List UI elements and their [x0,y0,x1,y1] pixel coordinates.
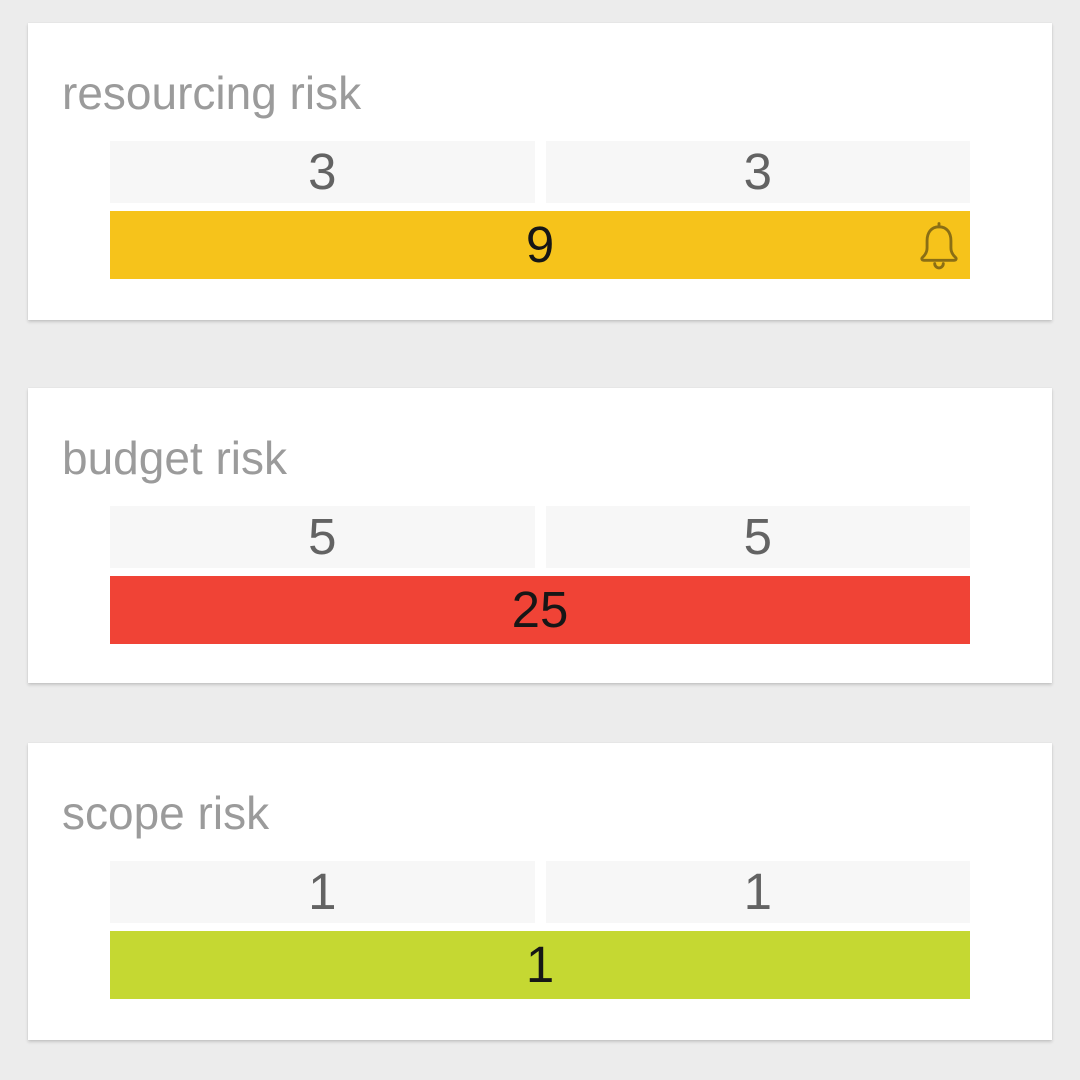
risk-value-cell[interactable]: 1 [545,860,970,923]
risk-score-bar[interactable]: 1 [110,930,970,999]
card-title: budget risk [62,432,288,484]
risk-score-value: 9 [525,216,555,274]
risk-cards-panel: resourcing risk 3 3 9 budget risk [28,23,1052,1040]
risk-card-resourcing: resourcing risk 3 3 9 [28,23,1052,320]
risk-value-cell[interactable]: 5 [110,505,535,568]
risk-card-budget: budget risk 5 5 25 [28,388,1052,683]
bell-icon[interactable] [918,219,960,271]
card-body: 3 3 9 [28,140,1052,279]
risk-value-cell[interactable]: 1 [110,860,535,923]
risk-score-bar[interactable]: 25 [110,575,970,644]
risk-value-cell[interactable]: 3 [110,140,535,203]
card-title: resourcing risk [62,67,362,119]
risk-values-row: 5 5 [110,505,970,568]
card-title: scope risk [62,787,270,839]
risk-score-value: 25 [511,581,569,639]
risk-score-value: 1 [525,936,555,994]
risk-values-row: 3 3 [110,140,970,203]
risk-card-scope: scope risk 1 1 1 [28,743,1052,1040]
card-body: 5 5 25 [28,505,1052,644]
risk-value-cell[interactable]: 5 [545,505,970,568]
risk-value-cell[interactable]: 3 [545,140,970,203]
card-body: 1 1 1 [28,860,1052,999]
risk-values-row: 1 1 [110,860,970,923]
risk-score-bar[interactable]: 9 [110,210,970,279]
